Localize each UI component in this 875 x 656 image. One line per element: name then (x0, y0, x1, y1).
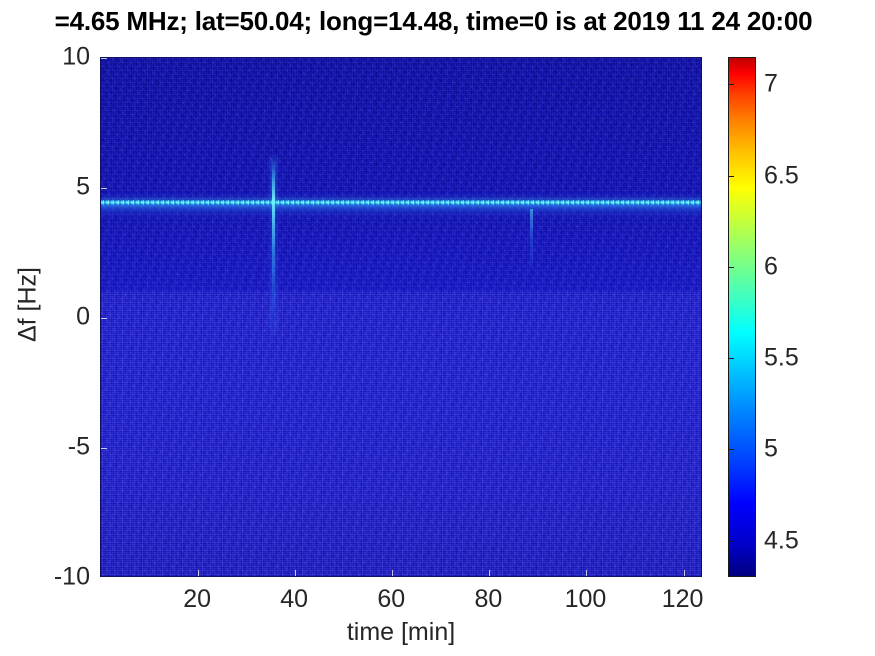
colorbar-tick-mark (728, 540, 734, 542)
colorbar-tick-label: 5.5 (764, 343, 799, 372)
x-axis-title: time [min] (346, 618, 456, 646)
x-tick-mark (198, 570, 200, 576)
colorbar-tick-mark (728, 266, 734, 268)
noise-column-striping (101, 58, 701, 576)
colorbar-tick-label: 6.5 (764, 161, 799, 190)
colorbar[interactable] (728, 57, 756, 577)
spectrogram-axes[interactable] (100, 57, 702, 577)
x-tick-mark (392, 570, 394, 576)
colorbar-tick-mark (728, 358, 734, 360)
transient-streak-main-upper (272, 156, 276, 203)
colorbar-tick-label: 7 (764, 69, 778, 98)
y-tick-mark (101, 58, 107, 59)
colorbar-tick-mark (728, 84, 734, 86)
carrier-line (101, 200, 701, 206)
x-tick-mark (489, 570, 491, 576)
carrier-halo (101, 204, 701, 219)
x-tick-label: 100 (564, 585, 607, 613)
x-tick-label: 120 (661, 585, 704, 613)
y-tick-mark (101, 188, 107, 189)
y-tick-label: 10 (62, 42, 90, 71)
transient-streak-main-lower (272, 202, 276, 334)
colorbar-tick-label: 4.5 (764, 526, 799, 554)
y-tick-label: 5 (76, 172, 90, 201)
noise-lower-band (101, 291, 701, 576)
chart-title: =4.65 MHz; lat=50.04; long=14.48, time=0… (54, 6, 813, 36)
x-tick-label: 20 (183, 585, 211, 613)
y-tick-label: -10 (53, 562, 90, 591)
colorbar-tick-mark (728, 449, 734, 451)
x-tick-label: 60 (377, 585, 406, 613)
spectrogram-background (101, 58, 701, 576)
colorbar-tick-label: 5 (764, 434, 778, 463)
noise-speckle-layer-a (101, 58, 701, 576)
noise-speckle-layer-c (101, 58, 701, 576)
x-tick-mark (586, 570, 588, 576)
y-tick-label: -5 (67, 432, 90, 461)
noise-speckle-layer-b (101, 58, 701, 576)
colorbar-tick-label: 6 (764, 252, 778, 281)
y-tick-mark (101, 318, 107, 319)
x-tick-label: 40 (280, 585, 309, 613)
y-axis-title: Δf [Hz] (13, 266, 42, 343)
y-tick-label: 0 (76, 302, 90, 331)
x-tick-label: 80 (474, 585, 503, 613)
y-tick-mark (101, 448, 107, 449)
colorbar-tick-mark (728, 175, 734, 177)
x-tick-mark (683, 570, 685, 576)
x-tick-mark (295, 570, 297, 576)
